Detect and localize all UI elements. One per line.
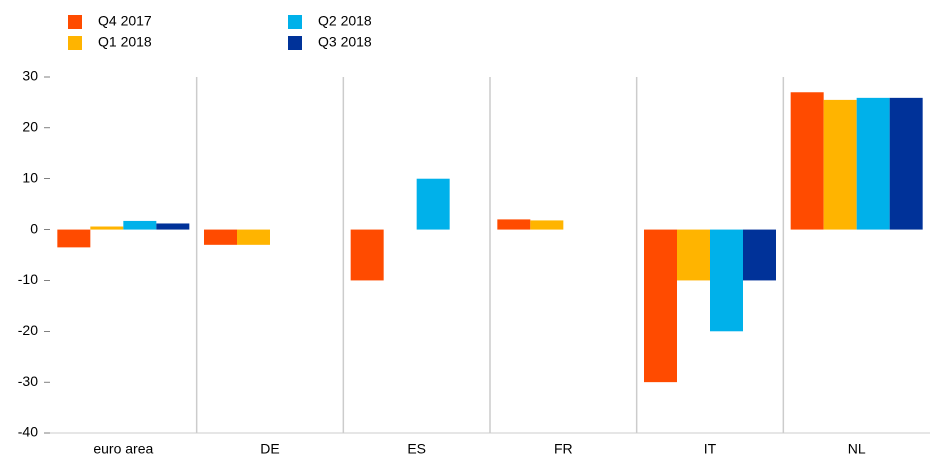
- bar: [889, 97, 923, 230]
- x-tick-label: IT: [704, 441, 717, 457]
- legend-label: Q4 2017: [98, 13, 152, 29]
- legend-swatch: [68, 36, 82, 50]
- y-tick-label: -40: [18, 424, 38, 440]
- legend-label: Q2 2018: [318, 13, 372, 29]
- bar: [710, 229, 743, 332]
- bar: [416, 178, 450, 230]
- bar: [644, 229, 677, 383]
- y-tick-label: 10: [22, 169, 38, 185]
- bar: [856, 97, 890, 230]
- y-tick-label: -10: [18, 271, 38, 287]
- x-tick-label: NL: [848, 441, 866, 457]
- y-tick-label: 30: [22, 68, 38, 84]
- bar: [497, 219, 531, 230]
- bar: [790, 92, 824, 230]
- legend-swatch: [288, 36, 302, 50]
- bar: [123, 220, 157, 230]
- bar: [90, 226, 124, 230]
- bar: [237, 229, 270, 245]
- legend-swatch: [288, 15, 302, 29]
- y-tick-label: -30: [18, 373, 38, 389]
- x-tick-label: ES: [407, 441, 426, 457]
- bar: [823, 99, 857, 230]
- bar: [530, 220, 564, 230]
- y-tick-label: 0: [30, 220, 38, 236]
- legend-label: Q3 2018: [318, 34, 372, 50]
- x-tick-label: euro area: [93, 441, 153, 457]
- legend-label: Q1 2018: [98, 34, 152, 50]
- y-tick-label: -20: [18, 322, 38, 338]
- bar: [677, 229, 710, 281]
- legend-swatch: [68, 15, 82, 29]
- bar: [204, 229, 237, 245]
- y-tick-label: 20: [22, 119, 38, 135]
- x-tick-label: FR: [554, 441, 573, 457]
- bar: [743, 229, 776, 281]
- bar: [57, 229, 91, 248]
- x-tick-label: DE: [260, 441, 279, 457]
- bar: [350, 229, 384, 281]
- bar: [156, 223, 190, 230]
